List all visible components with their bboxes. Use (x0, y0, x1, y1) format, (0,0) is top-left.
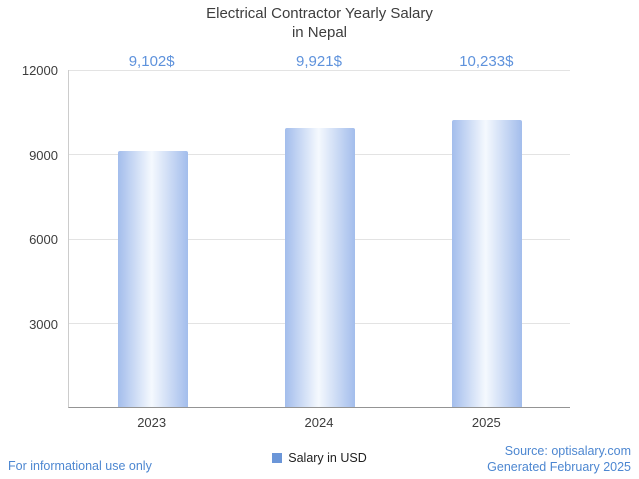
y-tick-label: 12000 (21, 63, 58, 78)
source-link[interactable]: Source: optisalary.com (504, 443, 631, 458)
value-labels: 9,102$ 9,921$ 10,233$ (68, 53, 570, 70)
legend-swatch-icon (272, 453, 283, 463)
x-tick-label: 2024 (304, 415, 334, 430)
value-label: 9,921$ (296, 53, 342, 70)
bar-slot (69, 70, 236, 407)
disclaimer-text: For informational use only (8, 459, 152, 473)
bar-2025 (451, 119, 522, 407)
bar-slot (403, 70, 570, 407)
chart-title: Electrical Contractor Yearly Salary in N… (0, 5, 639, 43)
chart-title-line1: Electrical Contractor Yearly Salary (206, 5, 433, 22)
plot-area (68, 70, 570, 408)
x-axis-labels: 2023 2024 2025 (68, 415, 570, 430)
source-block: Source: optisalary.com Generated Februar… (487, 443, 631, 476)
bar-2024 (284, 128, 355, 407)
x-tick-label: 2023 (137, 415, 167, 430)
x-tick-label: 2025 (471, 415, 501, 430)
bar-2023 (117, 151, 188, 407)
y-tick-label: 3000 (29, 316, 58, 332)
generated-date: Generated February 2025 (487, 459, 631, 474)
bar-slot (236, 70, 403, 407)
value-label: 10,233$ (459, 53, 514, 70)
y-tick-label: 6000 (29, 232, 58, 247)
legend-label: Salary in USD (288, 451, 367, 465)
value-label: 9,102$ (128, 53, 175, 70)
gridline (69, 70, 570, 71)
chart-title-line2: in Nepal (291, 23, 348, 41)
bars (69, 70, 570, 407)
legend[interactable]: Salary in USD (0, 451, 639, 465)
y-tick-label: 9000 (29, 147, 58, 163)
